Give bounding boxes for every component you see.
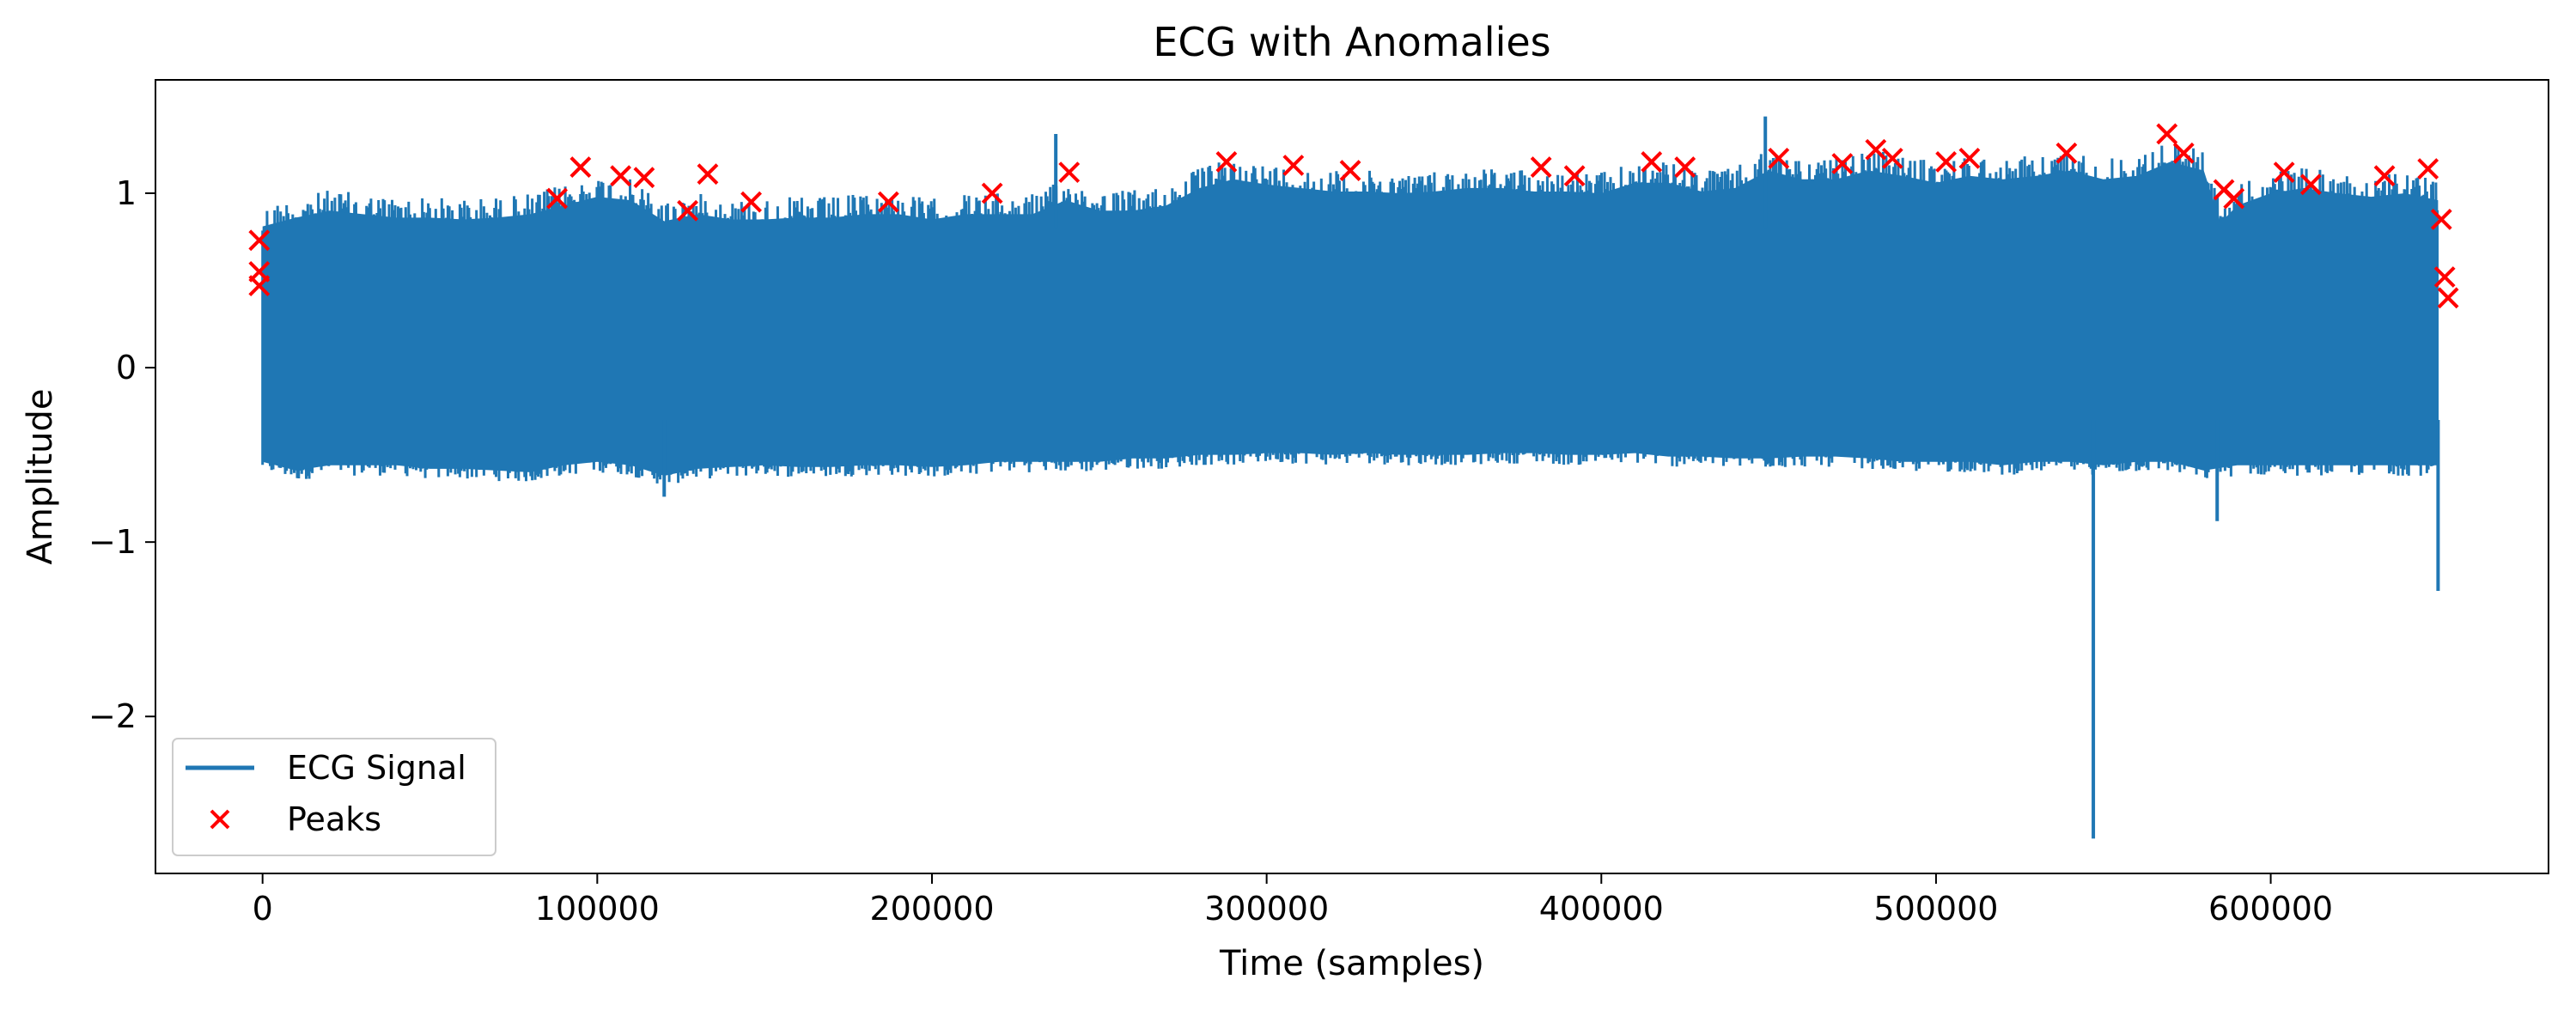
peak-marker-23 xyxy=(1881,147,1903,169)
y-tick-label-1: 0 xyxy=(116,349,137,386)
ecg-signal-core xyxy=(262,161,2439,476)
peak-marker-37 xyxy=(2437,287,2459,309)
chart-title: ECG with Anomalies xyxy=(1153,19,1550,65)
peak-marker-9 xyxy=(740,191,762,213)
plot-frame xyxy=(155,79,2549,874)
x-tick-label-5: 500000 xyxy=(1873,890,1998,928)
y-tick-label-0: 1 xyxy=(116,174,137,212)
peak-marker-27 xyxy=(2156,123,2178,145)
peak-marker-6 xyxy=(633,167,655,189)
x-axis-label: Time (samples) xyxy=(1219,944,1484,983)
series-layer xyxy=(261,116,2440,839)
x-tick-label-3: 300000 xyxy=(1204,890,1329,928)
legend-x-marker xyxy=(210,809,230,830)
x-tick-label-1: 100000 xyxy=(535,890,660,928)
peak-marker-4 xyxy=(569,156,592,178)
peak-marker-21 xyxy=(1831,153,1854,174)
peak-marker-28 xyxy=(2172,142,2195,164)
peak-marker-16 xyxy=(1530,156,1552,178)
peak-marker-19 xyxy=(1674,156,1696,178)
peak-marker-22 xyxy=(1865,138,1887,161)
peak-marker-14 xyxy=(1282,155,1305,176)
peak-marker-33 xyxy=(2373,165,2396,187)
x-tick-label-6: 600000 xyxy=(2208,890,2333,928)
peak-marker-26 xyxy=(2055,142,2078,164)
peaks-layer xyxy=(248,123,2459,309)
peak-marker-5 xyxy=(610,165,632,187)
legend-label-peaks: Peaks xyxy=(287,800,381,838)
peak-marker-36 xyxy=(2433,266,2456,288)
y-axis: 1 0 −1 −2 xyxy=(88,174,155,735)
peak-marker-31 xyxy=(2273,161,2295,184)
peak-marker-25 xyxy=(1958,147,1981,169)
peak-marker-7 xyxy=(677,199,698,222)
x-axis: 0 100000 200000 300000 400000 500000 600000 xyxy=(253,873,2333,928)
peak-marker-20 xyxy=(1768,147,1790,169)
peak-marker-0 xyxy=(248,229,271,252)
peak-marker-18 xyxy=(1641,151,1663,173)
y-tick-label-2: −1 xyxy=(88,523,137,561)
peak-marker-2 xyxy=(248,275,271,297)
peak-marker-10 xyxy=(877,191,899,213)
legend: ECG Signal Peaks xyxy=(172,738,496,856)
peak-marker-35 xyxy=(2430,209,2452,230)
peak-marker-8 xyxy=(697,163,719,186)
peak-marker-3 xyxy=(546,187,568,210)
x-tick-label-2: 200000 xyxy=(869,890,994,928)
peak-marker-12 xyxy=(1058,161,1081,184)
peak-marker-32 xyxy=(2299,173,2322,196)
y-axis-label: Amplitude xyxy=(21,389,60,565)
y-tick-label-3: −2 xyxy=(88,697,137,735)
x-tick-label-0: 0 xyxy=(253,890,273,928)
x-tick-label-4: 400000 xyxy=(1539,890,1664,928)
peak-marker-11 xyxy=(981,182,1003,204)
plot-area xyxy=(155,79,2549,874)
peak-marker-17 xyxy=(1563,165,1586,187)
legend-label-signal: ECG Signal xyxy=(287,749,466,787)
peak-marker-13 xyxy=(1215,151,1238,173)
peak-marker-15 xyxy=(1339,160,1361,182)
peak-marker-30 xyxy=(2223,187,2245,210)
peak-marker-24 xyxy=(1935,151,1958,173)
peak-marker-34 xyxy=(2417,158,2439,179)
